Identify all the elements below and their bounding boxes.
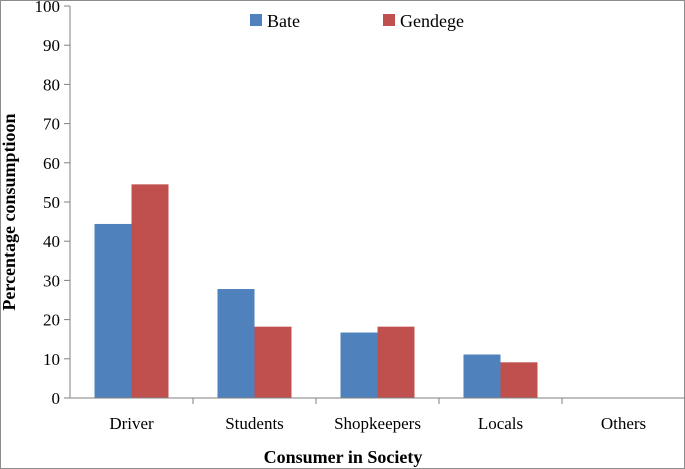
y-tick-label: 60 xyxy=(43,154,60,173)
y-tick-label: 70 xyxy=(43,115,60,134)
y-tick-label: 20 xyxy=(43,311,60,330)
y-tick-label: 100 xyxy=(35,0,61,16)
x-axis-title: Consumer in Society xyxy=(264,447,423,467)
x-axis-ticks: Driver Students Shopkeepers Locals Others xyxy=(109,398,646,433)
x-tick-label: Students xyxy=(225,414,284,433)
y-tick-label: 90 xyxy=(43,36,60,55)
legend-swatch-gendege xyxy=(383,14,395,26)
x-tick-label: Driver xyxy=(109,414,154,433)
x-tick-label: Others xyxy=(601,414,646,433)
bar-gendege-shopkeepers xyxy=(377,326,415,398)
axes xyxy=(69,6,685,399)
bar-bate-shopkeepers xyxy=(340,332,378,398)
bar-gendege-driver xyxy=(131,184,169,398)
y-axis-ticks: 0 10 20 30 40 50 60 70 80 90 100 xyxy=(35,0,70,408)
y-tick-label: 30 xyxy=(43,271,60,290)
y-tick-label: 0 xyxy=(52,389,61,408)
bars-group xyxy=(94,184,538,398)
y-tick-label: 80 xyxy=(43,75,60,94)
y-tick-label: 40 xyxy=(43,232,60,251)
bar-bate-driver xyxy=(94,223,132,398)
bar-gendege-students xyxy=(254,326,292,398)
x-tick-label: Locals xyxy=(478,414,523,433)
legend-swatch-bate xyxy=(250,14,262,26)
y-axis-title: Percentage consumptioon xyxy=(0,113,19,310)
bar-gendege-locals xyxy=(500,362,538,398)
bar-bate-locals xyxy=(463,354,501,398)
x-tick-label: Shopkeepers xyxy=(334,414,421,433)
legend: Bate Gendege xyxy=(250,11,464,31)
legend-label-bate: Bate xyxy=(267,11,300,31)
legend-label-gendege: Gendege xyxy=(400,11,464,31)
bar-bate-students xyxy=(217,289,255,398)
y-tick-label: 50 xyxy=(43,193,60,212)
y-tick-label: 10 xyxy=(43,350,60,369)
